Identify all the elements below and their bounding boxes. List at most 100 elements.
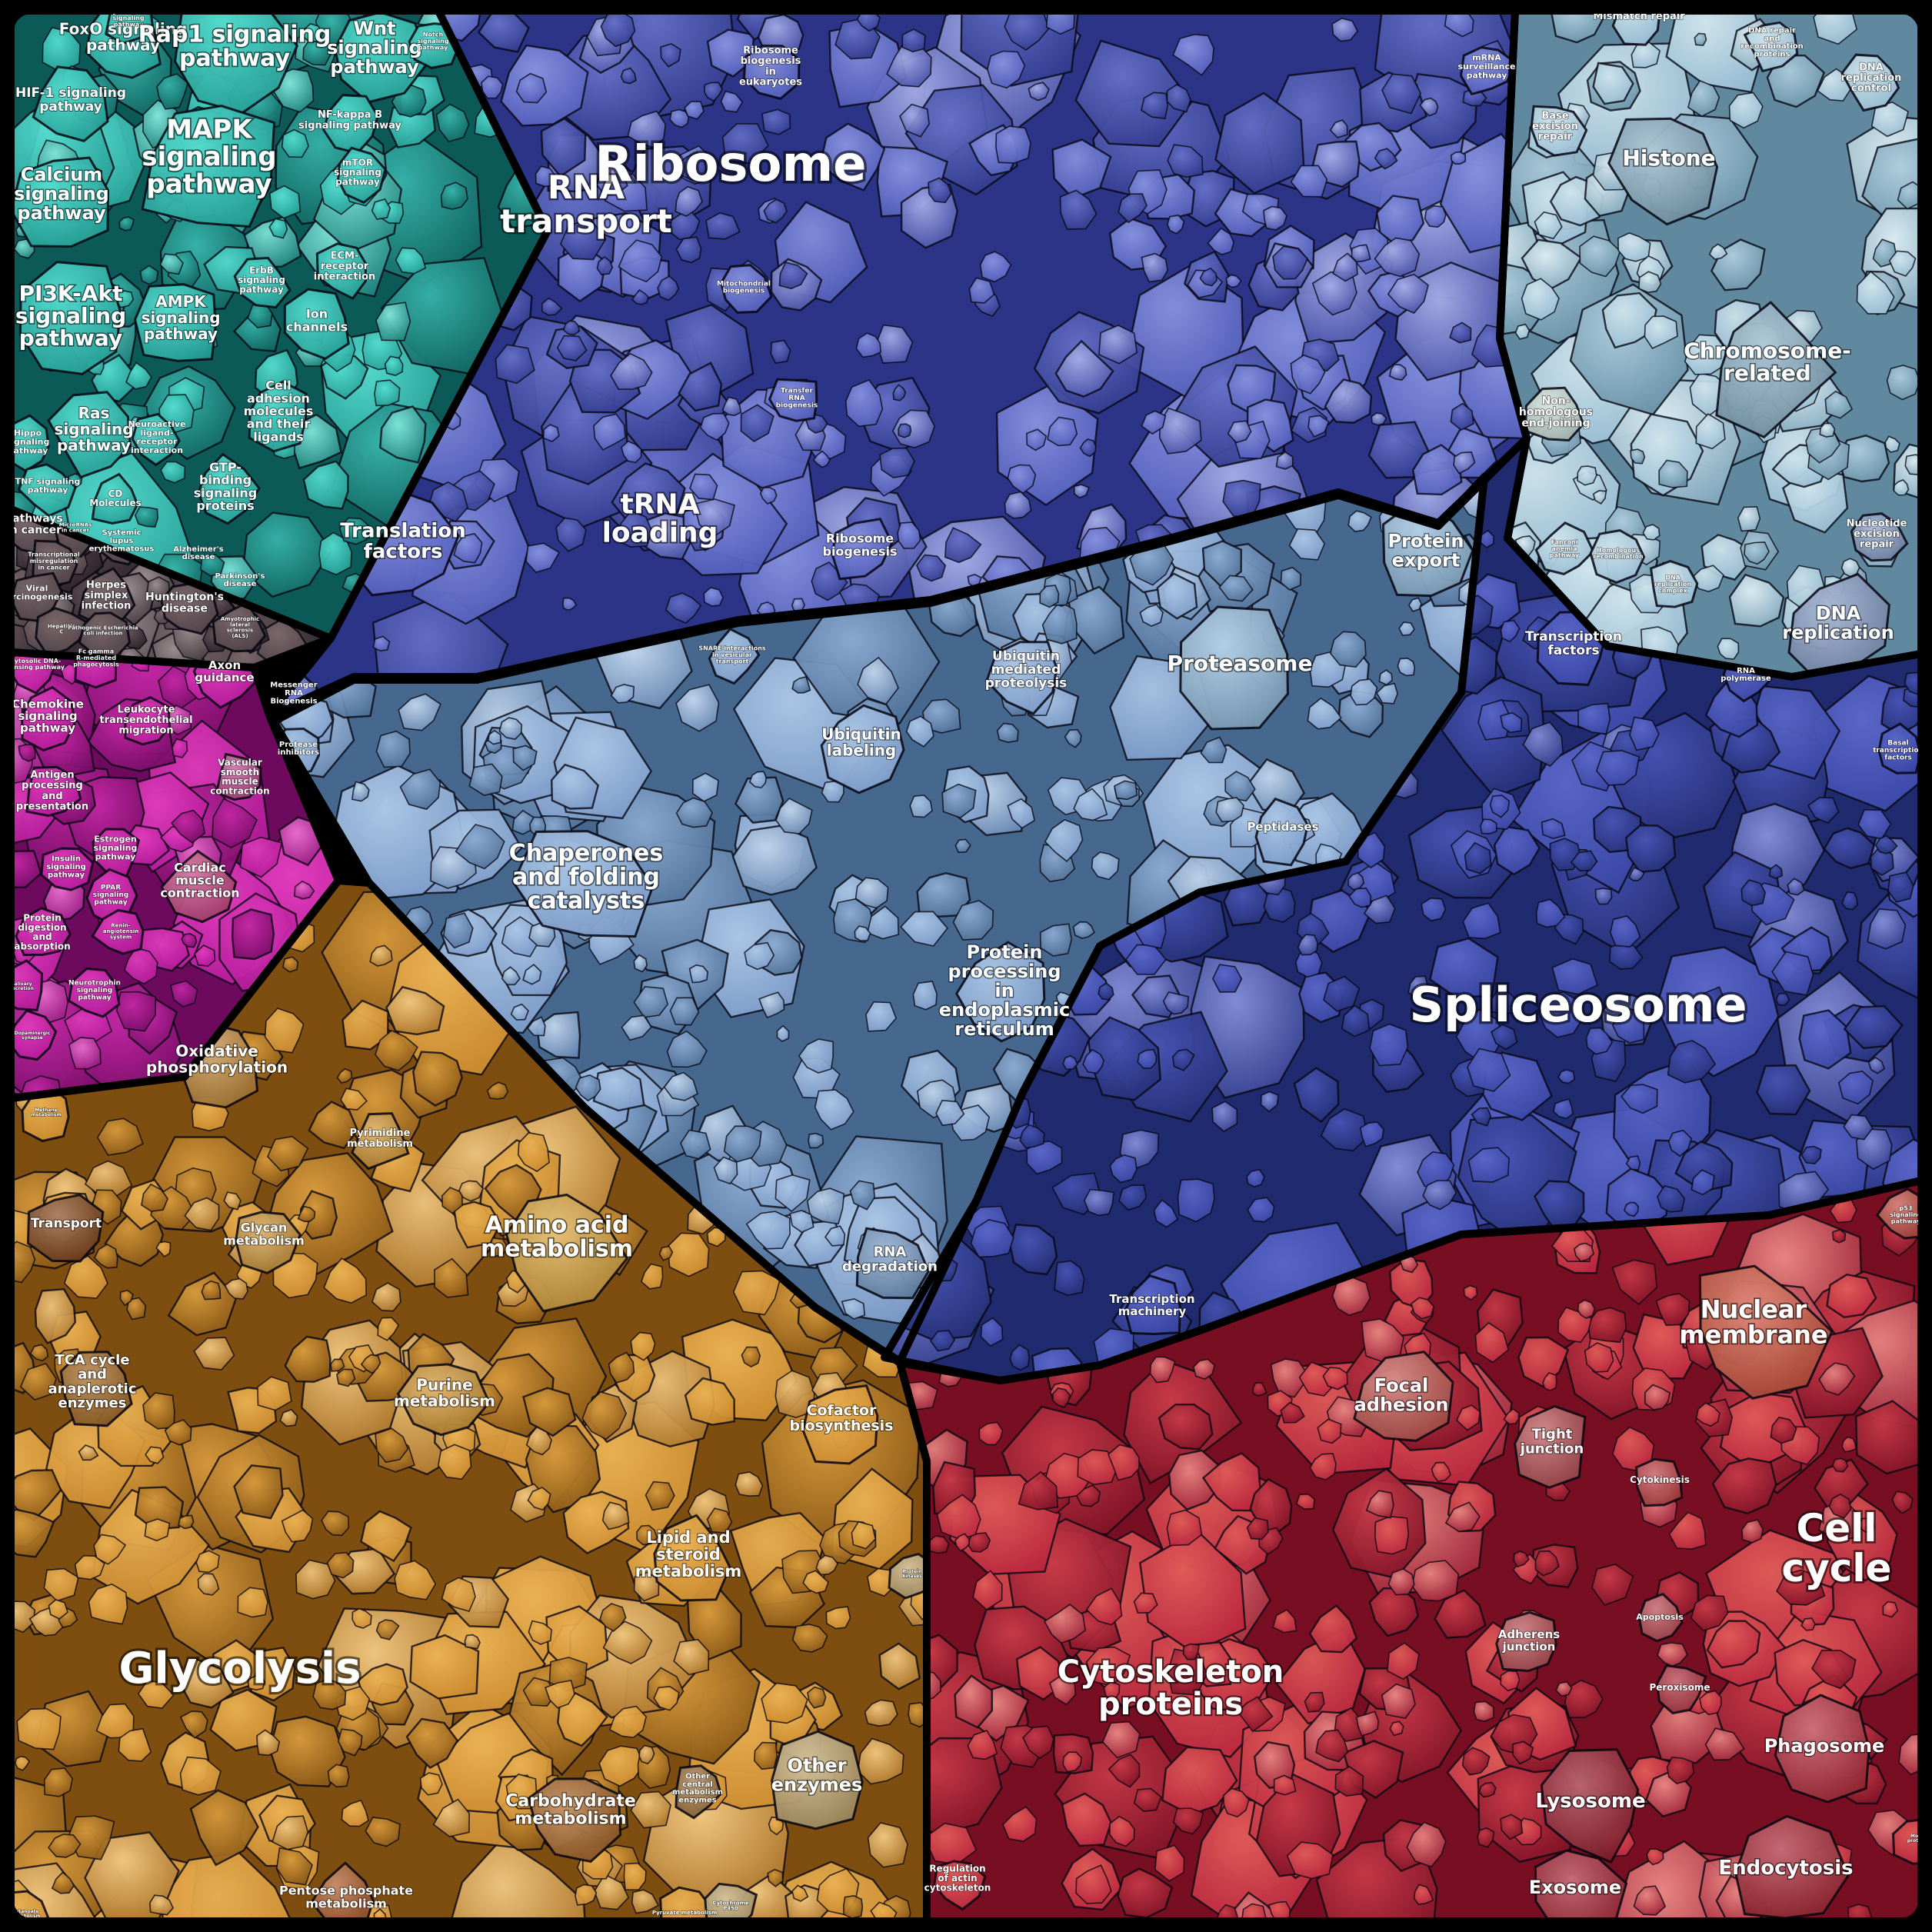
cell-renin-angiotensin-system: [91, 908, 145, 955]
mosaic-cell: [1500, 1814, 1524, 1840]
mosaic-cell: [271, 1815, 309, 1850]
label-transfer-rna-biogenesis: Transfer RNA biogenesis: [776, 388, 818, 410]
mosaic-cell: [1644, 1384, 1671, 1411]
mosaic-cell: [1022, 1725, 1054, 1760]
mosaic-cell: [302, 460, 349, 510]
label-micrornas-in-cancer: MicroRNAs in cancer: [59, 521, 92, 533]
mosaic-cell: [512, 744, 538, 771]
mosaic-cell: [164, 1419, 192, 1446]
mosaic-cell: [1843, 1004, 1904, 1050]
mosaic-cell: [528, 1620, 552, 1645]
label-ubiquitin-mediated-proteolysis: Ubiquitin mediated proteolysis: [985, 648, 1068, 691]
mosaic-cell: [371, 198, 391, 220]
cell-ribosome-biogenesis: [831, 518, 894, 581]
mosaic-cell: [1642, 524, 1661, 541]
mosaic-cell: [928, 177, 952, 204]
mosaic-cell: [43, 1767, 74, 1797]
mosaic-cell: [986, 50, 1026, 89]
mosaic-cell: [201, 1280, 222, 1301]
mosaic-cell: [172, 738, 188, 758]
mosaic-cell: [954, 838, 971, 854]
mosaic-cell: [1192, 1358, 1216, 1381]
cell-insulin-signaling-pathway: [40, 847, 95, 891]
mosaic-cell: [759, 486, 778, 505]
mosaic-cell: [1579, 235, 1621, 278]
mosaic-cell: [669, 997, 700, 1026]
label-protein-digestion-and-absorption: Protein digestion and absorption: [14, 912, 70, 951]
mosaic-cell: [600, 11, 636, 48]
mosaic-cell: [540, 117, 587, 178]
mosaic-cell: [1290, 354, 1326, 395]
label-cell-cycle: Cell cycle: [1782, 1506, 1892, 1591]
mosaic-cell: [916, 871, 971, 918]
mosaic-cell: [1591, 1563, 1634, 1606]
mosaic-cell: [596, 255, 614, 275]
mosaic-cell: [1690, 1169, 1715, 1196]
cell-dna-replication-control: [1840, 53, 1900, 112]
mosaic-cell: [178, 1657, 235, 1709]
label-cytochrome-p450: Cytochrome P450: [712, 1900, 749, 1911]
label-ampk-signaling-pathway: AMPK signaling pathway: [141, 292, 220, 343]
mosaic-cell: [941, 783, 977, 819]
label-exosome: Exosome: [1529, 1877, 1621, 1898]
mosaic-cell: [412, 1051, 463, 1107]
mosaic-cell: [1051, 1387, 1071, 1408]
mosaic-cell: [281, 128, 309, 158]
mosaic-cell: [1886, 365, 1920, 401]
mosaic-cell: [1514, 323, 1531, 340]
label-ribosome: Ribosome: [595, 136, 866, 193]
mosaic-cell: [1260, 1091, 1280, 1113]
cell-erbb-signaling-pathway: [233, 256, 291, 309]
label-insulin-signaling-pathway: Insulin signaling pathway: [46, 855, 86, 880]
mosaic-cell: [224, 1277, 248, 1300]
mosaic-cell: [1555, 1681, 1573, 1697]
mosaic-cell: [1521, 238, 1583, 291]
mosaic-cell: [1477, 1827, 1495, 1848]
mosaic-cell: [1141, 410, 1167, 435]
mosaic-cell: [684, 1377, 736, 1426]
cell-neurotrophin-signaling-pathway: [67, 967, 121, 1018]
label-snare-interactions-in-vesicular-transport: SNARE interactions in vesicular transport: [698, 645, 766, 665]
mosaic-cell: [1026, 428, 1048, 451]
mosaic-cell: [935, 1099, 965, 1127]
mosaic-cell: [458, 1180, 485, 1202]
mosaic-cell: [754, 1741, 778, 1770]
mosaic-cell: [1019, 1124, 1045, 1149]
mosaic-cell: [688, 528, 714, 551]
mosaic-cell: [336, 1068, 353, 1084]
mosaic-cell: [1309, 1452, 1337, 1481]
mosaic-cell: [575, 1884, 598, 1906]
mosaic-cell: [1214, 92, 1305, 195]
mosaic-cell: [1493, 825, 1541, 876]
mosaic-cell: [703, 587, 724, 607]
mosaic-cell: [658, 1245, 674, 1261]
mosaic-cell: [1491, 989, 1517, 1015]
label-proteasome: Proteasome: [1168, 651, 1313, 676]
mosaic-cell: [878, 1642, 921, 1690]
label-leukocyte-transendothelial-migration: Leukocyte transendothelial migration: [99, 704, 192, 736]
mosaic-cell: [544, 1679, 575, 1709]
mosaic-cell: [1422, 1180, 1457, 1211]
mosaic-cell: [775, 798, 813, 834]
cell-mtor-signaling-pathway: [337, 146, 387, 205]
mosaic-cell: [1463, 1284, 1478, 1301]
label-non-homologous-end-joining: Non-homologous end-joining: [1519, 395, 1593, 429]
mosaic-cell: [1381, 1683, 1416, 1719]
mosaic-cell: [900, 911, 948, 947]
mosaic-cell: [1450, 402, 1474, 431]
mosaic-cell: [713, 1156, 738, 1185]
label-spliceosome: Spliceosome: [1409, 977, 1747, 1033]
mosaic-cell: [633, 954, 648, 973]
mosaic-cell: [78, 1444, 99, 1461]
mosaic-cell: [1061, 1792, 1112, 1847]
cell-jak-stat-signaling-pathway: [105, 11, 155, 45]
mosaic-cell: [1551, 958, 1598, 995]
mosaic-cell: [1411, 444, 1463, 496]
cell-snare-interactions-in-vesicular-transport: [708, 628, 761, 685]
mosaic-cell: [640, 1263, 664, 1290]
mosaic-cell: [1077, 1449, 1120, 1486]
mosaic-cell: [360, 1354, 381, 1374]
mosaic-cell: [791, 1884, 809, 1902]
label-axon-guidance: Axon guidance: [195, 658, 254, 685]
